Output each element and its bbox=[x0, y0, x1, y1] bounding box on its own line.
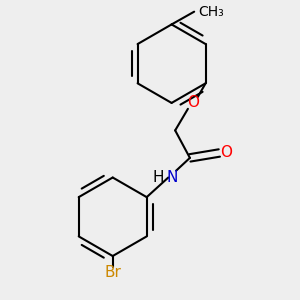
Text: O: O bbox=[220, 146, 232, 160]
Text: CH₃: CH₃ bbox=[198, 5, 224, 19]
Text: H: H bbox=[153, 170, 164, 185]
Text: Br: Br bbox=[104, 265, 121, 280]
Text: N: N bbox=[167, 170, 178, 185]
Text: O: O bbox=[187, 95, 199, 110]
